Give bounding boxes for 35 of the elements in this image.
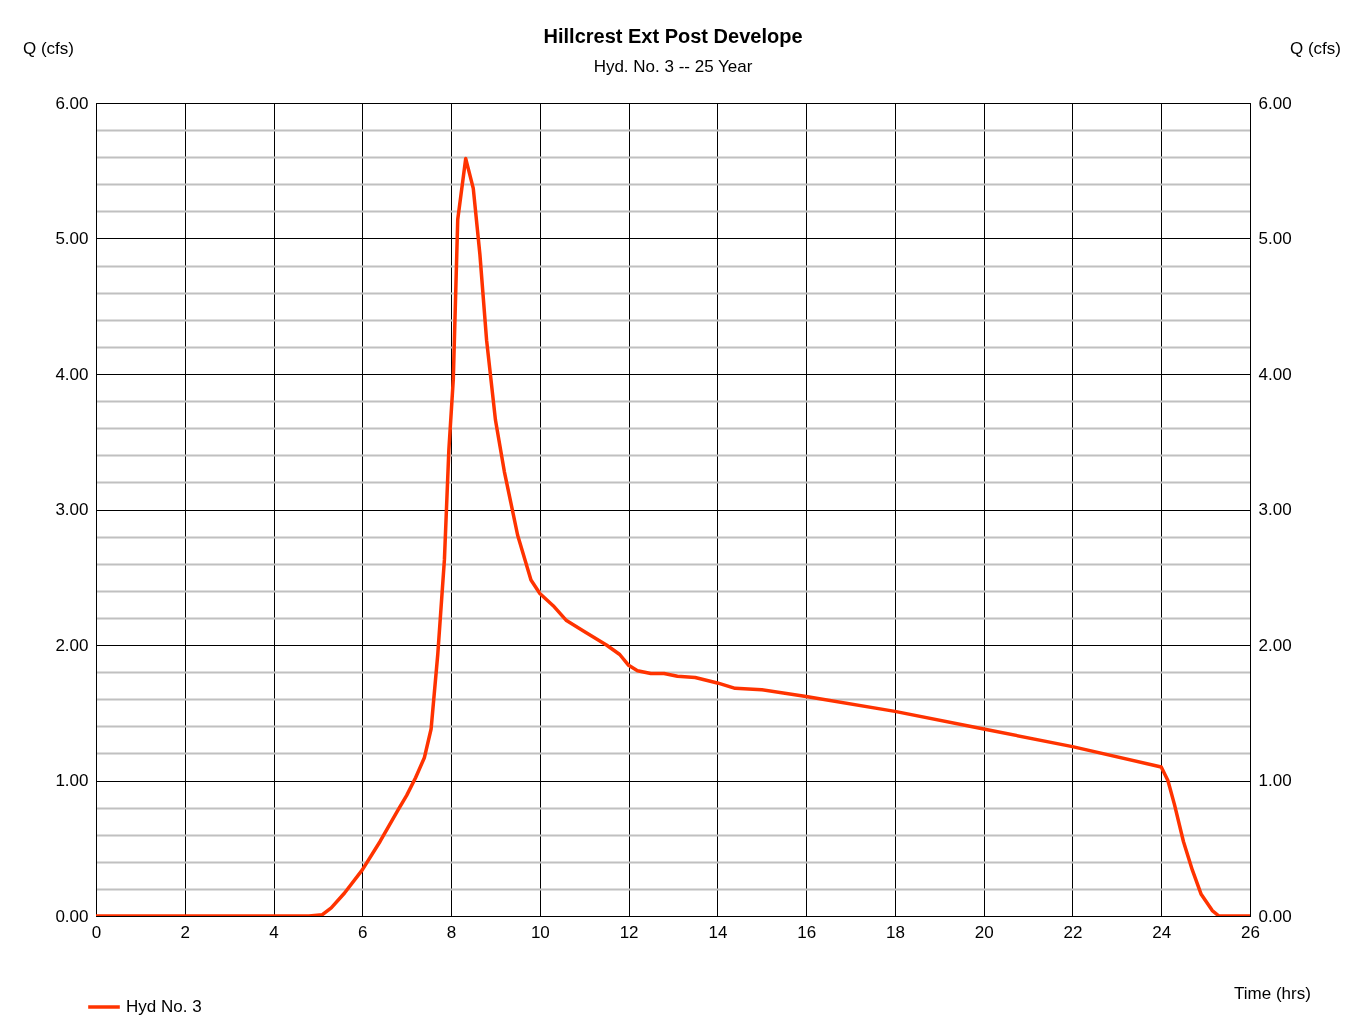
chart-title: Hillcrest Ext Post Develope xyxy=(543,25,803,47)
y-tick-label: 0.00 xyxy=(55,906,89,926)
x-tick-label: 10 xyxy=(530,922,550,942)
y2-tick-label: 3.00 xyxy=(1258,500,1292,519)
x-axis-title: Time (hrs) xyxy=(1234,983,1311,1003)
y2-tick-label: 2.00 xyxy=(1258,635,1292,655)
x-tick-label: 16 xyxy=(797,922,817,942)
y2-tick-label: 6.00 xyxy=(1258,93,1292,113)
x-tick-label: 24 xyxy=(1152,922,1172,942)
y2-tick-label: 4.00 xyxy=(1258,364,1292,384)
x-tick-label: 18 xyxy=(885,922,905,942)
x-tick-label: 20 xyxy=(974,922,994,942)
y-tick-label: 3.00 xyxy=(55,500,89,519)
y2-tick-label: 1.00 xyxy=(1258,771,1292,790)
chart-subtitle: Hyd. No. 3 -- 25 Year xyxy=(593,57,753,76)
x-tick-label: 8 xyxy=(446,922,457,942)
legend-label: Hyd No. 3 xyxy=(126,997,202,1016)
y-axis-title: Q (cfs) xyxy=(23,38,74,58)
x-tick-label: 0 xyxy=(91,922,102,942)
y2-tick-label: 5.00 xyxy=(1258,229,1292,248)
x-tick-label: 22 xyxy=(1063,922,1083,942)
x-tick-label: 6 xyxy=(358,922,368,942)
y-tick-label: 6.00 xyxy=(55,93,89,113)
x-tick-label: 12 xyxy=(619,922,639,942)
x-tick-label: 26 xyxy=(1241,922,1260,942)
x-tick-label: 4 xyxy=(269,922,279,942)
y2-tick-label: 0.00 xyxy=(1258,906,1292,926)
y-tick-label: 5.00 xyxy=(55,229,89,248)
line-series xyxy=(96,156,1250,916)
y2-axis-title: Q (cfs) xyxy=(1290,38,1341,58)
x-tick-label: 2 xyxy=(180,922,190,942)
x-tick-label: 14 xyxy=(708,922,728,942)
y-tick-label: 2.00 xyxy=(55,635,89,655)
y-tick-label: 1.00 xyxy=(55,771,89,790)
y-tick-label: 4.00 xyxy=(55,364,89,384)
